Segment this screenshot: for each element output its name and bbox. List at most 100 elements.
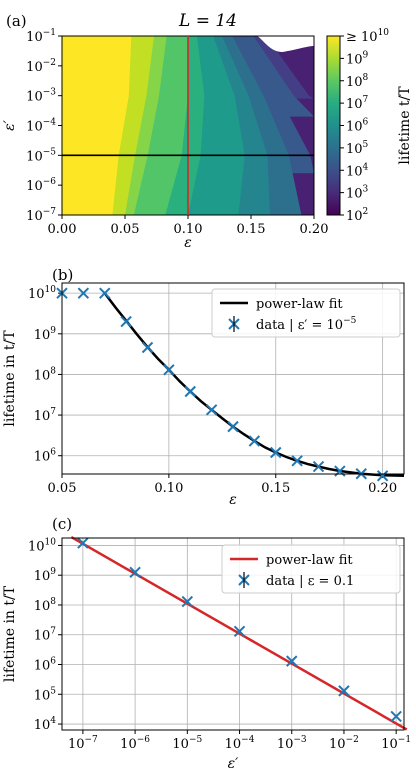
x-tick-label: 0.05 — [48, 481, 77, 496]
x-tick-label-base: 10 — [68, 737, 85, 752]
data-marker — [205, 404, 218, 416]
y-axis-label: lifetime in t/T — [2, 585, 18, 682]
y-tick-label-base: 10 — [34, 328, 51, 343]
y-tick-label-exp: 10 — [45, 285, 57, 295]
x-tick-label-exp: −6 — [137, 735, 151, 745]
y-tick-label-base: 10 — [26, 30, 43, 45]
data-marker — [77, 287, 90, 299]
x-tick-label-base: 10 — [329, 737, 346, 752]
panel-b-label: (b) — [52, 266, 73, 284]
y-axis-label: ε′ — [2, 119, 18, 131]
colorbar-label: lifetime t/T — [397, 86, 413, 165]
heatmap: 0.00 0.05 0.10 0.15 0.2010−710−610−510−410−3… — [2, 28, 328, 251]
y-axis-label: lifetime in t/T — [2, 330, 18, 427]
x-tick-label-base: 10 — [120, 737, 137, 752]
x-tick-label-exp: −3 — [293, 735, 307, 745]
panel-a-label: (a) — [6, 12, 27, 30]
colorbar-tick-label-exp: 6 — [363, 118, 369, 128]
colorbar-tick-label-base: ≥ 10 — [346, 30, 378, 45]
y-tick-label: 10−1 — [26, 28, 56, 45]
y-tick-label-exp: 5 — [50, 686, 56, 696]
fit-line — [70, 536, 408, 731]
colorbar-tick-label: 104 — [346, 162, 369, 179]
legend-entry-label: data | ε′ = 10−5 — [256, 316, 357, 333]
x-tick-label: 0.10 — [174, 222, 203, 237]
x-tick-label: 0.15 — [261, 481, 290, 496]
data-marker — [227, 420, 239, 433]
plot-c: 10−7 10−6 10−5 10−4 10−3 10−2 10−1104105106107… — [2, 536, 411, 772]
y-tick-label-base: 10 — [34, 599, 51, 614]
colorbar-tick-label-base: 10 — [346, 142, 363, 157]
y-tick-label: 108 — [34, 366, 57, 383]
data-marker — [99, 287, 111, 299]
colorbar-tick-label-exp: 8 — [363, 73, 369, 83]
plot-b: 0.05 0.10 0.15 0.201061071081091010εlifetim… — [2, 282, 405, 508]
x-tick-label: 0.05 — [111, 222, 140, 237]
colorbar-tick-label: 102 — [346, 207, 368, 224]
colorbar-tick-label-exp: 10 — [378, 28, 390, 38]
data-marker — [270, 446, 282, 459]
panel-c: (c) 10−7 10−6 10−5 10−4 10−3 10−2 10−110410510… — [2, 515, 411, 772]
plot-b-frame — [61, 282, 405, 475]
y-tick-label: 10−7 — [26, 207, 56, 224]
colorbar-tick-label-base: 10 — [346, 97, 363, 112]
data-marker — [338, 685, 350, 697]
colorbar-tick-label-base: 10 — [346, 75, 363, 90]
x-tick-label: 0.10 — [154, 481, 183, 496]
legend-entry-label: power-law fit — [266, 553, 353, 568]
y-tick-label-exp: −1 — [43, 28, 56, 38]
x-tick-label: 10−1 — [381, 735, 411, 752]
colorbar-tick-label: 105 — [346, 140, 369, 157]
panel-c-label: (c) — [52, 515, 72, 533]
data-marker — [376, 470, 389, 482]
x-tick-label-exp: −1 — [398, 735, 411, 745]
colorbar-tick-label-exp: 4 — [363, 162, 369, 172]
x-tick-label: 0.00 — [48, 222, 77, 237]
y-tick-label-exp: 6 — [50, 657, 56, 667]
x-tick-label-base: 10 — [172, 737, 189, 752]
x-tick-label-base: 10 — [225, 737, 242, 752]
data-marker — [248, 435, 261, 447]
colorbar-tick-label: 106 — [346, 118, 369, 135]
data-marker — [129, 566, 141, 579]
y-tick-label: 109 — [34, 326, 57, 343]
x-tick-label: 0.20 — [300, 222, 329, 237]
y-tick-label: 108 — [34, 597, 57, 614]
y-tick-label: 106 — [34, 448, 57, 465]
x-axis-label: ε′ — [228, 756, 240, 772]
y-tick-label-base: 10 — [34, 718, 51, 733]
y-tick-label: 107 — [34, 407, 57, 424]
no-data-region — [257, 36, 314, 52]
y-tick-label-exp: −5 — [43, 147, 57, 157]
y-tick-label-exp: −4 — [43, 118, 57, 128]
x-tick-label: 0.15 — [237, 222, 266, 237]
y-tick-label-base: 10 — [34, 659, 51, 674]
y-tick-label-base: 10 — [26, 209, 43, 224]
data-marker — [181, 595, 194, 608]
x-tick-label-exp: −5 — [189, 735, 203, 745]
x-tick-label: 10−5 — [172, 735, 202, 752]
y-tick-label-base: 10 — [26, 149, 43, 164]
y-tick-label: 10−3 — [26, 88, 56, 105]
y-tick-label-base: 10 — [34, 569, 51, 584]
colorbar-tick-label: 107 — [346, 95, 369, 112]
x-axis-label: ε — [184, 235, 192, 251]
y-tick-label-exp: 8 — [50, 597, 56, 607]
y-tick-label-exp: 9 — [50, 326, 56, 336]
y-tick-label: 104 — [34, 716, 57, 733]
colorbar-tick-label: 103 — [346, 185, 369, 202]
data-marker — [184, 385, 196, 398]
x-tick-label: 10−6 — [120, 735, 150, 752]
x-tick-label-exp: −4 — [241, 735, 255, 745]
legend-text: data | ε′ = 10 — [256, 318, 343, 333]
x-tick-label-exp: −2 — [346, 735, 359, 745]
y-tick-label-exp: 6 — [50, 448, 56, 458]
y-tick-label: 10−2 — [26, 58, 56, 75]
y-tick-label: 105 — [34, 686, 57, 703]
panel-a-title: L = 14 — [178, 11, 237, 31]
data-marker — [312, 460, 325, 473]
x-tick-label: 10−7 — [68, 735, 98, 752]
y-tick-label-exp: 8 — [50, 366, 56, 376]
y-tick-label: 106 — [34, 657, 57, 674]
